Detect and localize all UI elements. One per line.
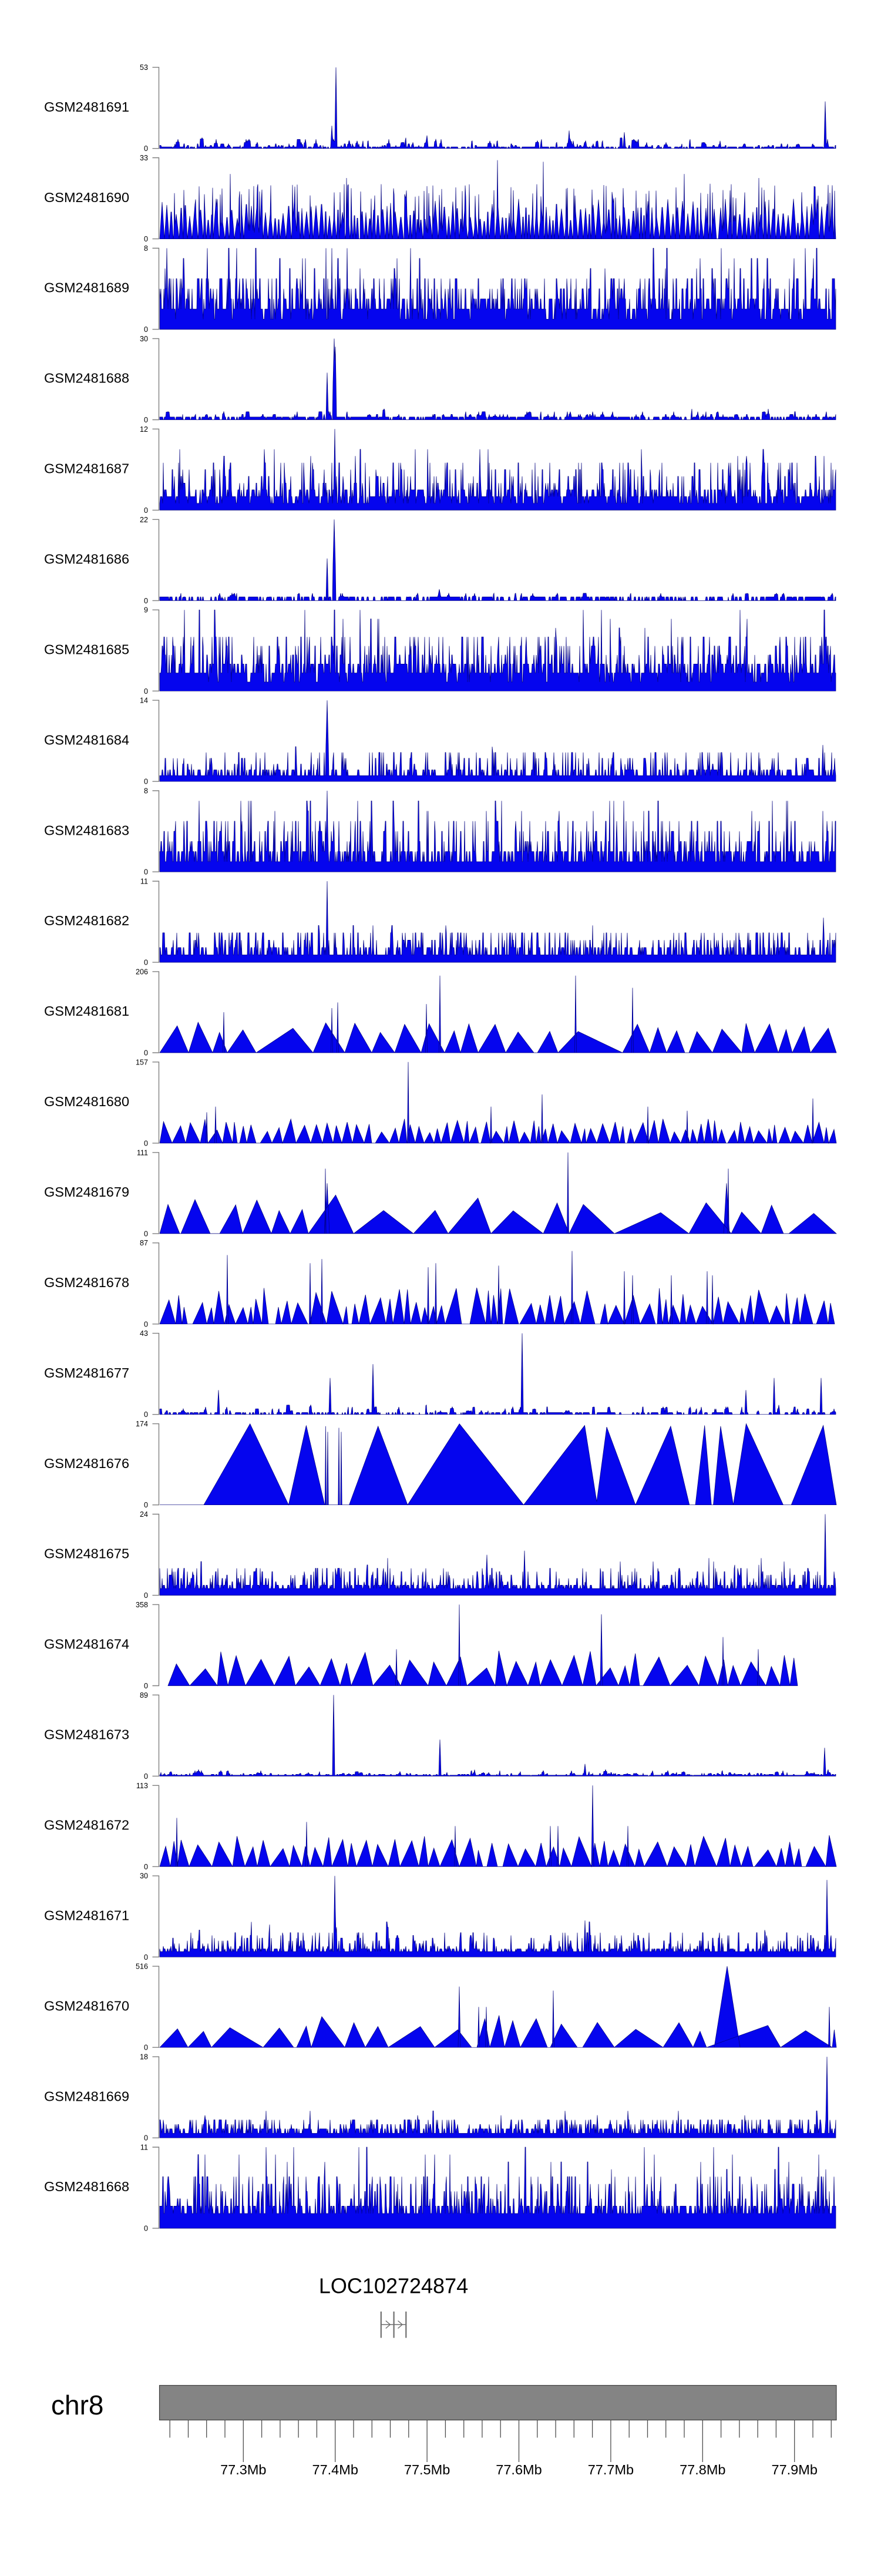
svg-text:GSM2481674: GSM2481674 <box>44 1637 129 1652</box>
svg-text:12: 12 <box>140 425 148 434</box>
svg-text:0: 0 <box>144 868 148 876</box>
svg-text:GSM2481669: GSM2481669 <box>44 2088 129 2104</box>
svg-text:33: 33 <box>140 154 148 162</box>
svg-text:LOC102724874: LOC102724874 <box>319 2274 468 2298</box>
svg-text:0: 0 <box>144 2044 148 2052</box>
svg-text:GSM2481685: GSM2481685 <box>44 642 129 657</box>
svg-text:77.5Mb: 77.5Mb <box>404 2462 450 2477</box>
svg-text:157: 157 <box>136 1058 148 1066</box>
svg-text:0: 0 <box>144 597 148 605</box>
svg-text:77.9Mb: 77.9Mb <box>772 2462 818 2477</box>
svg-text:0: 0 <box>144 506 148 515</box>
svg-text:174: 174 <box>136 1420 148 1428</box>
svg-text:GSM2481682: GSM2481682 <box>44 913 129 928</box>
svg-text:0: 0 <box>144 1410 148 1419</box>
svg-text:0: 0 <box>144 1682 148 1690</box>
svg-text:43: 43 <box>140 1329 148 1338</box>
svg-text:GSM2481672: GSM2481672 <box>44 1818 129 1833</box>
svg-text:24: 24 <box>140 1510 148 1519</box>
svg-text:GSM2481689: GSM2481689 <box>44 280 129 295</box>
svg-text:516: 516 <box>136 1963 148 1971</box>
svg-text:GSM2481668: GSM2481668 <box>44 2179 129 2194</box>
svg-text:0: 0 <box>144 1591 148 1600</box>
svg-text:77.8Mb: 77.8Mb <box>680 2462 725 2477</box>
svg-text:GSM2481675: GSM2481675 <box>44 1546 129 1561</box>
svg-text:0: 0 <box>144 687 148 696</box>
svg-text:77.3Mb: 77.3Mb <box>220 2462 266 2477</box>
svg-text:GSM2481673: GSM2481673 <box>44 1727 129 1742</box>
svg-text:0: 0 <box>144 1772 148 1781</box>
svg-text:30: 30 <box>140 1872 148 1880</box>
svg-text:GSM2481687: GSM2481687 <box>44 461 129 476</box>
svg-text:77.4Mb: 77.4Mb <box>312 2462 358 2477</box>
svg-text:0: 0 <box>144 1320 148 1328</box>
svg-text:11: 11 <box>140 878 148 886</box>
svg-text:0: 0 <box>144 2225 148 2233</box>
svg-text:GSM2481684: GSM2481684 <box>44 732 129 747</box>
svg-text:113: 113 <box>136 1782 148 1790</box>
svg-text:GSM2481677: GSM2481677 <box>44 1365 129 1381</box>
svg-text:22: 22 <box>140 516 148 524</box>
svg-text:8: 8 <box>144 787 148 795</box>
svg-text:0: 0 <box>144 325 148 334</box>
svg-text:GSM2481681: GSM2481681 <box>44 1003 129 1019</box>
svg-text:111: 111 <box>137 1148 148 1157</box>
svg-text:77.6Mb: 77.6Mb <box>496 2462 542 2477</box>
svg-text:GSM2481690: GSM2481690 <box>44 190 129 205</box>
svg-text:11: 11 <box>140 2144 148 2152</box>
svg-text:0: 0 <box>144 1049 148 1057</box>
svg-text:GSM2481670: GSM2481670 <box>44 1998 129 2013</box>
svg-text:GSM2481686: GSM2481686 <box>44 552 129 567</box>
svg-text:GSM2481683: GSM2481683 <box>44 822 129 838</box>
svg-text:0: 0 <box>144 1230 148 1238</box>
svg-text:77.7Mb: 77.7Mb <box>588 2462 634 2477</box>
svg-text:0: 0 <box>144 1953 148 1962</box>
svg-text:18: 18 <box>140 2053 148 2061</box>
svg-text:87: 87 <box>140 1239 148 1247</box>
svg-text:0: 0 <box>144 778 148 786</box>
svg-text:GSM2481678: GSM2481678 <box>44 1275 129 1290</box>
svg-text:0: 0 <box>144 416 148 424</box>
svg-text:0: 0 <box>144 1501 148 1509</box>
svg-text:206: 206 <box>136 968 148 976</box>
svg-text:8: 8 <box>144 244 148 253</box>
svg-text:0: 0 <box>144 145 148 153</box>
svg-text:14: 14 <box>140 697 148 705</box>
svg-text:GSM2481680: GSM2481680 <box>44 1094 129 1109</box>
svg-text:GSM2481691: GSM2481691 <box>44 99 129 115</box>
svg-text:53: 53 <box>140 63 148 72</box>
svg-text:30: 30 <box>140 335 148 343</box>
svg-text:GSM2481688: GSM2481688 <box>44 371 129 386</box>
svg-text:0: 0 <box>144 235 148 243</box>
svg-text:0: 0 <box>144 1139 148 1147</box>
svg-text:GSM2481676: GSM2481676 <box>44 1456 129 1471</box>
svg-text:0: 0 <box>144 1863 148 1871</box>
svg-text:GSM2481679: GSM2481679 <box>44 1184 129 1200</box>
svg-text:9: 9 <box>144 606 148 614</box>
svg-text:GSM2481671: GSM2481671 <box>44 1908 129 1923</box>
svg-text:0: 0 <box>144 959 148 967</box>
svg-text:chr8: chr8 <box>51 2390 103 2420</box>
svg-text:89: 89 <box>140 1691 148 1700</box>
svg-text:0: 0 <box>144 2134 148 2142</box>
svg-text:358: 358 <box>136 1601 148 1609</box>
